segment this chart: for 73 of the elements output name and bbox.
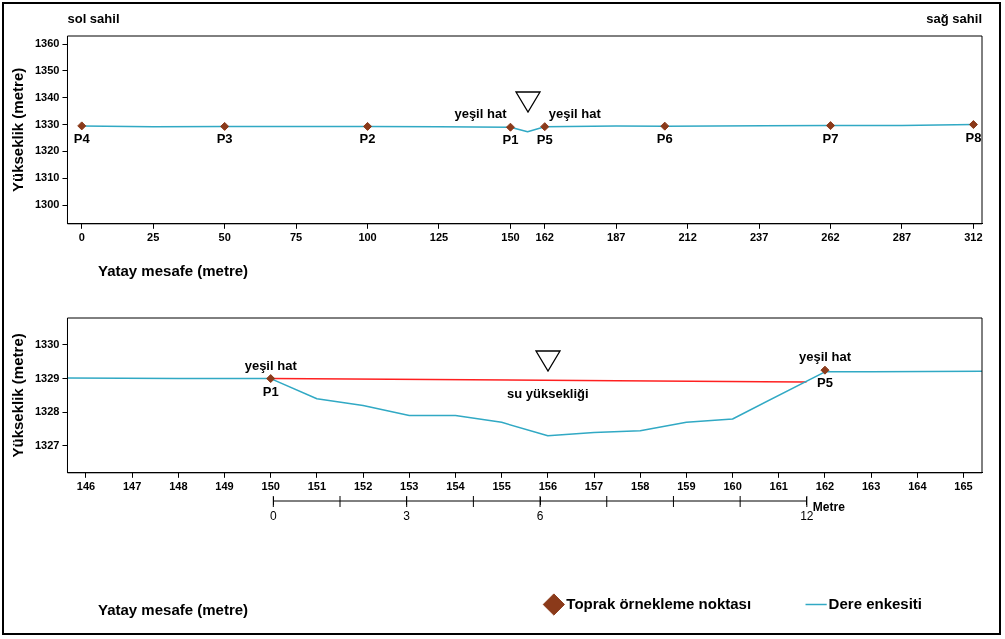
y-tick-label: 1300 [34, 198, 60, 211]
data-label: P7 [822, 130, 839, 146]
data-label: P1 [262, 383, 279, 399]
annotation: yeşil hat [454, 106, 508, 122]
x2-axis-title: Metre [812, 500, 846, 515]
y-tick-label: 1340 [34, 90, 60, 103]
legend-label: Toprak örnekleme noktası [566, 594, 752, 612]
x-tick-label: 158 [631, 480, 650, 493]
text: sağ sahil [926, 11, 982, 27]
text: sol sahil [67, 11, 120, 27]
x-tick-label: 100 [358, 231, 377, 244]
legend-label: Dere enkesiti [828, 594, 923, 612]
x-tick-label: 157 [584, 480, 604, 493]
x-tick-label: 147 [122, 480, 142, 493]
x-tick-label: 164 [908, 480, 928, 493]
x2-tick-label: 12 [800, 508, 814, 523]
y-tick-label: 1330 [34, 337, 60, 350]
y-tick-label: 1330 [34, 117, 60, 130]
x-tick-label: 156 [538, 480, 558, 493]
x-tick-label: 159 [677, 480, 696, 493]
x-tick-label: 287 [892, 231, 912, 244]
annotation: yeşil hat [244, 357, 298, 373]
x-tick-label: 155 [492, 480, 511, 493]
data-label: P3 [216, 131, 233, 147]
y-axis-title: Yükseklik (metre) [9, 333, 27, 458]
x-axis-title: Yatay mesafe (metre) [98, 601, 249, 619]
x-tick-label: 125 [429, 231, 449, 244]
x-axis-title: Yatay mesafe (metre) [98, 262, 249, 280]
x-tick-label: 165 [954, 480, 973, 493]
y-tick-label: 1328 [34, 405, 60, 418]
data-label: P5 [536, 131, 553, 147]
x-tick-label: 151 [307, 480, 327, 493]
y-tick-label: 1350 [34, 63, 60, 76]
data-label: P8 [965, 129, 982, 145]
x-tick-label: 75 [289, 231, 303, 244]
x-tick-label: 50 [218, 231, 231, 244]
x-tick-label: 150 [261, 480, 280, 493]
x-tick-label: 152 [353, 480, 373, 493]
x-tick-label: 161 [769, 480, 788, 493]
y-tick-label: 1310 [34, 171, 60, 184]
annotation: su yüksekliği [507, 386, 589, 402]
annotation: yeşil hat [548, 105, 602, 121]
x-tick-label: 0 [78, 231, 85, 244]
x-tick-label: 150 [501, 231, 520, 244]
x-tick-label: 154 [446, 480, 466, 493]
x-tick-label: 146 [76, 480, 96, 493]
x-tick-label: 148 [169, 480, 188, 493]
data-label: P1 [502, 132, 519, 148]
y-tick-label: 1360 [34, 37, 60, 50]
y-tick-label: 1329 [34, 371, 60, 384]
x-tick-label: 312 [964, 231, 983, 244]
x-tick-label: 25 [147, 231, 160, 244]
data-label: P2 [359, 131, 376, 147]
annotation: yeşil hat [798, 349, 852, 365]
data-label: P4 [73, 130, 91, 146]
x-tick-label: 153 [400, 480, 419, 493]
y-tick-label: 1327 [34, 438, 60, 451]
x-tick-label: 160 [723, 480, 742, 493]
x-tick-label: 162 [535, 231, 554, 244]
x-tick-label: 237 [749, 231, 769, 244]
x-tick-label: 149 [215, 480, 234, 493]
y-axis-title: Yükseklik (metre) [9, 67, 27, 193]
data-label: P5 [817, 375, 833, 391]
y-tick-label: 1320 [34, 144, 60, 157]
x-tick-label: 212 [678, 231, 697, 244]
x-tick-label: 187 [607, 231, 626, 244]
x2-tick-label: 0 [269, 508, 277, 523]
x-tick-label: 162 [815, 480, 835, 493]
x-tick-label: 163 [861, 480, 881, 493]
x2-tick-label: 6 [536, 508, 544, 523]
x2-tick-label: 3 [403, 508, 411, 523]
data-label: P6 [656, 131, 673, 147]
x-tick-label: 262 [821, 231, 840, 244]
